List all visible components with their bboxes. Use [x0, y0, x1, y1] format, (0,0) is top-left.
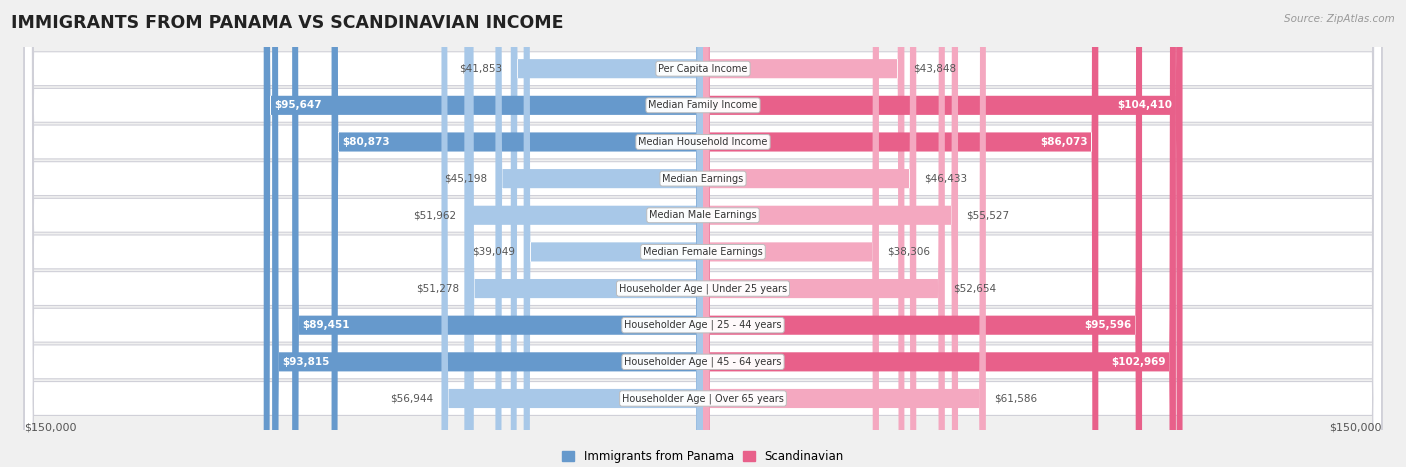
- Text: Householder Age | Under 25 years: Householder Age | Under 25 years: [619, 283, 787, 294]
- FancyBboxPatch shape: [273, 0, 703, 467]
- FancyBboxPatch shape: [703, 0, 1175, 467]
- Text: Householder Age | 25 - 44 years: Householder Age | 25 - 44 years: [624, 320, 782, 331]
- FancyBboxPatch shape: [24, 0, 1382, 467]
- Text: $55,527: $55,527: [966, 210, 1010, 220]
- Text: $41,853: $41,853: [460, 64, 502, 74]
- FancyBboxPatch shape: [703, 0, 1142, 467]
- FancyBboxPatch shape: [24, 0, 1382, 467]
- FancyBboxPatch shape: [703, 0, 904, 467]
- FancyBboxPatch shape: [703, 0, 957, 467]
- FancyBboxPatch shape: [24, 0, 1382, 467]
- FancyBboxPatch shape: [510, 0, 703, 467]
- Text: Source: ZipAtlas.com: Source: ZipAtlas.com: [1284, 14, 1395, 24]
- Text: Median Household Income: Median Household Income: [638, 137, 768, 147]
- Text: $52,654: $52,654: [953, 283, 997, 294]
- FancyBboxPatch shape: [464, 0, 703, 467]
- FancyBboxPatch shape: [24, 0, 1382, 467]
- FancyBboxPatch shape: [332, 0, 703, 467]
- Text: $38,306: $38,306: [887, 247, 931, 257]
- FancyBboxPatch shape: [523, 0, 703, 467]
- Legend: Immigrants from Panama, Scandinavian: Immigrants from Panama, Scandinavian: [558, 446, 848, 467]
- Text: Householder Age | 45 - 64 years: Householder Age | 45 - 64 years: [624, 357, 782, 367]
- FancyBboxPatch shape: [24, 0, 1382, 467]
- Text: $150,000: $150,000: [1329, 422, 1382, 432]
- Text: $102,969: $102,969: [1111, 357, 1166, 367]
- FancyBboxPatch shape: [703, 0, 945, 467]
- Text: Median Male Earnings: Median Male Earnings: [650, 210, 756, 220]
- Text: $93,815: $93,815: [283, 357, 330, 367]
- Text: $95,596: $95,596: [1084, 320, 1132, 330]
- Text: $39,049: $39,049: [472, 247, 516, 257]
- FancyBboxPatch shape: [703, 0, 879, 467]
- Text: Median Earnings: Median Earnings: [662, 174, 744, 184]
- Text: $45,198: $45,198: [444, 174, 486, 184]
- FancyBboxPatch shape: [24, 0, 1382, 467]
- Text: Median Female Earnings: Median Female Earnings: [643, 247, 763, 257]
- FancyBboxPatch shape: [495, 0, 703, 467]
- FancyBboxPatch shape: [24, 0, 1382, 467]
- Text: $51,278: $51,278: [416, 283, 460, 294]
- FancyBboxPatch shape: [441, 0, 703, 467]
- Text: IMMIGRANTS FROM PANAMA VS SCANDINAVIAN INCOME: IMMIGRANTS FROM PANAMA VS SCANDINAVIAN I…: [11, 14, 564, 32]
- FancyBboxPatch shape: [24, 0, 1382, 467]
- Text: $95,647: $95,647: [274, 100, 322, 110]
- Text: $43,848: $43,848: [912, 64, 956, 74]
- Text: $80,873: $80,873: [342, 137, 389, 147]
- Text: Householder Age | Over 65 years: Householder Age | Over 65 years: [621, 393, 785, 404]
- FancyBboxPatch shape: [703, 0, 917, 467]
- Text: $89,451: $89,451: [302, 320, 350, 330]
- FancyBboxPatch shape: [24, 0, 1382, 467]
- FancyBboxPatch shape: [703, 0, 1182, 467]
- Text: $86,073: $86,073: [1040, 137, 1088, 147]
- Text: Median Family Income: Median Family Income: [648, 100, 758, 110]
- FancyBboxPatch shape: [703, 0, 1098, 467]
- FancyBboxPatch shape: [703, 0, 986, 467]
- Text: $61,586: $61,586: [994, 394, 1038, 403]
- Text: Per Capita Income: Per Capita Income: [658, 64, 748, 74]
- Text: $150,000: $150,000: [24, 422, 77, 432]
- FancyBboxPatch shape: [292, 0, 703, 467]
- Text: $104,410: $104,410: [1118, 100, 1173, 110]
- FancyBboxPatch shape: [467, 0, 703, 467]
- FancyBboxPatch shape: [264, 0, 703, 467]
- FancyBboxPatch shape: [24, 0, 1382, 467]
- Text: $56,944: $56,944: [389, 394, 433, 403]
- Text: $46,433: $46,433: [925, 174, 967, 184]
- Text: $51,962: $51,962: [413, 210, 456, 220]
